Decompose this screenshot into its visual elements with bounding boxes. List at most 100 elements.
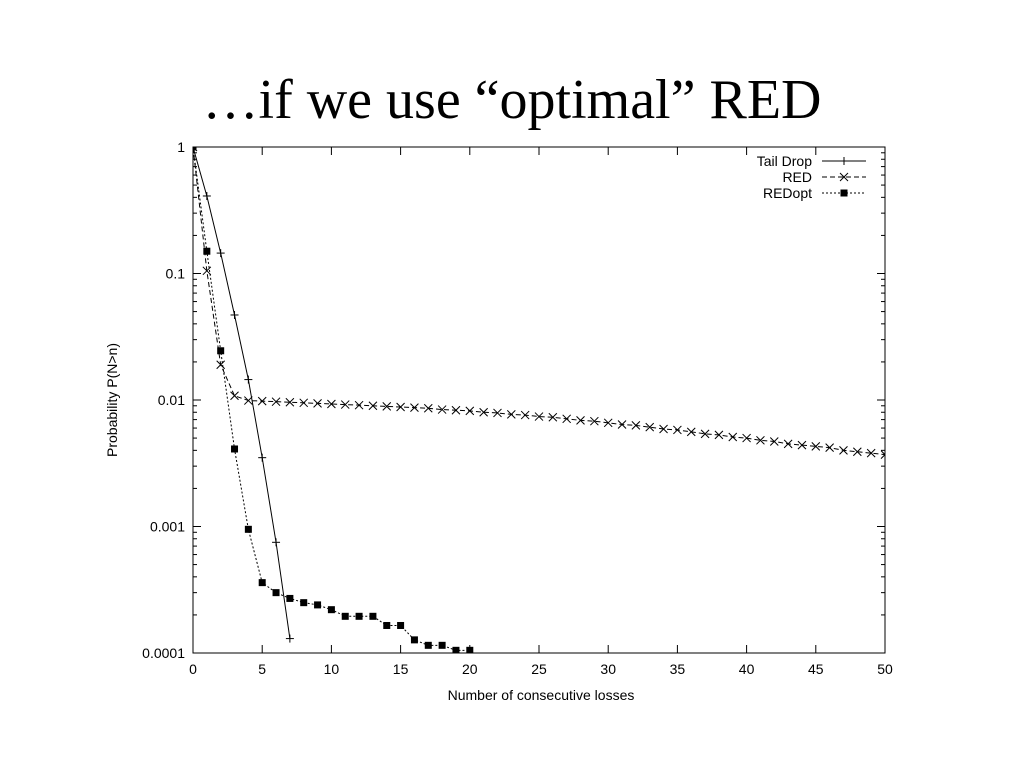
data-point-red bbox=[534, 412, 544, 421]
x-tick-label: 5 bbox=[258, 661, 266, 677]
data-point-red bbox=[271, 397, 281, 407]
data-point-red bbox=[244, 396, 253, 405]
data-point-red bbox=[465, 406, 475, 416]
data-point-red bbox=[202, 266, 212, 276]
y-tick-label: 0.0001 bbox=[142, 645, 185, 661]
legend-marker bbox=[839, 172, 849, 182]
x-tick-label: 30 bbox=[600, 661, 616, 677]
data-point-redopt bbox=[217, 347, 225, 355]
data-point-tail-drop bbox=[258, 453, 267, 462]
data-point-redopt bbox=[438, 641, 446, 649]
data-point-redopt bbox=[410, 636, 418, 644]
data-point-redopt bbox=[272, 589, 280, 597]
data-point-redopt bbox=[369, 612, 377, 620]
y-tick-label: 0.001 bbox=[150, 519, 185, 535]
data-point-red bbox=[880, 450, 885, 459]
legend-entry-tail-drop: Tail Drop bbox=[757, 153, 866, 169]
x-tick-label: 20 bbox=[462, 661, 478, 677]
data-point-red bbox=[423, 403, 433, 413]
series-line-redopt bbox=[193, 147, 470, 651]
x-tick-label: 45 bbox=[808, 661, 824, 677]
data-point-red bbox=[354, 400, 364, 410]
x-tick-label: 35 bbox=[670, 661, 686, 677]
x-tick-label: 40 bbox=[739, 661, 755, 677]
data-point-red bbox=[714, 430, 724, 440]
x-tick-label: 25 bbox=[531, 661, 547, 677]
data-point-red bbox=[866, 448, 876, 458]
data-point-red bbox=[728, 432, 738, 442]
data-point-red bbox=[783, 439, 793, 449]
data-point-red bbox=[396, 402, 405, 412]
data-point-red bbox=[548, 412, 558, 422]
data-point-redopt bbox=[424, 641, 432, 649]
data-point-red bbox=[451, 405, 461, 415]
data-point-red bbox=[562, 414, 572, 424]
data-point-redopt bbox=[231, 445, 239, 453]
data-point-red bbox=[382, 402, 392, 411]
data-point-red bbox=[852, 447, 862, 457]
data-point-red bbox=[686, 427, 696, 437]
data-point-red bbox=[603, 418, 613, 428]
data-point-red bbox=[340, 400, 350, 409]
data-point-red bbox=[230, 391, 239, 401]
series-redopt bbox=[193, 147, 474, 653]
legend-entry-red: RED bbox=[782, 169, 866, 185]
data-point-redopt bbox=[286, 594, 294, 602]
series-line-tail-drop bbox=[193, 147, 291, 639]
y-tick-label: 0.01 bbox=[158, 392, 185, 408]
data-point-redopt bbox=[341, 612, 349, 620]
legend-label: REDopt bbox=[763, 185, 812, 201]
data-point-redopt bbox=[193, 147, 197, 151]
data-point-red bbox=[410, 403, 419, 413]
data-point-red bbox=[313, 399, 322, 408]
data-point-red bbox=[797, 440, 807, 450]
legend-marker bbox=[840, 157, 848, 165]
y-axis-label: Probability P(N>n) bbox=[104, 343, 120, 457]
data-point-red bbox=[479, 407, 488, 417]
data-point-red bbox=[769, 437, 779, 446]
data-point-red bbox=[673, 425, 682, 435]
data-point-tail-drop bbox=[285, 634, 294, 643]
legend-label: Tail Drop bbox=[757, 153, 812, 169]
x-axis-label: Number of consecutive losses bbox=[448, 687, 635, 703]
data-point-tail-drop bbox=[230, 310, 239, 319]
y-tick-label: 1 bbox=[177, 139, 185, 155]
data-point-red bbox=[659, 424, 668, 434]
legend-marker bbox=[840, 189, 848, 197]
data-point-red bbox=[590, 416, 599, 426]
slide-title: …if we use “optimal” RED bbox=[202, 69, 822, 131]
data-point-red bbox=[631, 421, 641, 430]
plot-frame bbox=[192, 146, 886, 654]
data-point-red bbox=[327, 399, 336, 409]
x-tick-label: 10 bbox=[324, 661, 340, 677]
data-point-redopt bbox=[244, 525, 252, 533]
data-point-redopt bbox=[314, 601, 322, 609]
data-point-tail-drop bbox=[272, 538, 281, 547]
series-line-red bbox=[193, 147, 885, 456]
data-point-tail-drop bbox=[202, 191, 211, 200]
data-point-red bbox=[576, 416, 585, 425]
data-point-redopt bbox=[383, 621, 391, 629]
data-point-red bbox=[506, 410, 516, 419]
data-point-red bbox=[368, 401, 378, 411]
data-point-red bbox=[839, 445, 848, 455]
legend-label: RED bbox=[782, 169, 812, 185]
data-point-redopt bbox=[466, 646, 474, 653]
x-tick-label: 15 bbox=[393, 661, 409, 677]
data-point-tail-drop bbox=[244, 375, 253, 384]
series-tail-drop bbox=[193, 147, 294, 643]
data-point-red bbox=[825, 443, 834, 453]
y-tick-label: 0.1 bbox=[166, 266, 186, 282]
data-point-redopt bbox=[327, 606, 335, 614]
axes: 0 5 10 15 20 25 30 35 40 45 50 1 0.1 0.01 0.001 0.0001 N… bbox=[104, 139, 893, 703]
data-point-redopt bbox=[258, 579, 266, 587]
data-point-red bbox=[216, 360, 226, 370]
data-point-tail-drop bbox=[216, 249, 225, 258]
series-red bbox=[193, 147, 885, 459]
data-point-red bbox=[645, 422, 655, 432]
data-point-redopt bbox=[300, 599, 308, 607]
data-point-red bbox=[811, 442, 821, 451]
data-point-red bbox=[257, 396, 267, 406]
data-point-red bbox=[700, 429, 710, 439]
